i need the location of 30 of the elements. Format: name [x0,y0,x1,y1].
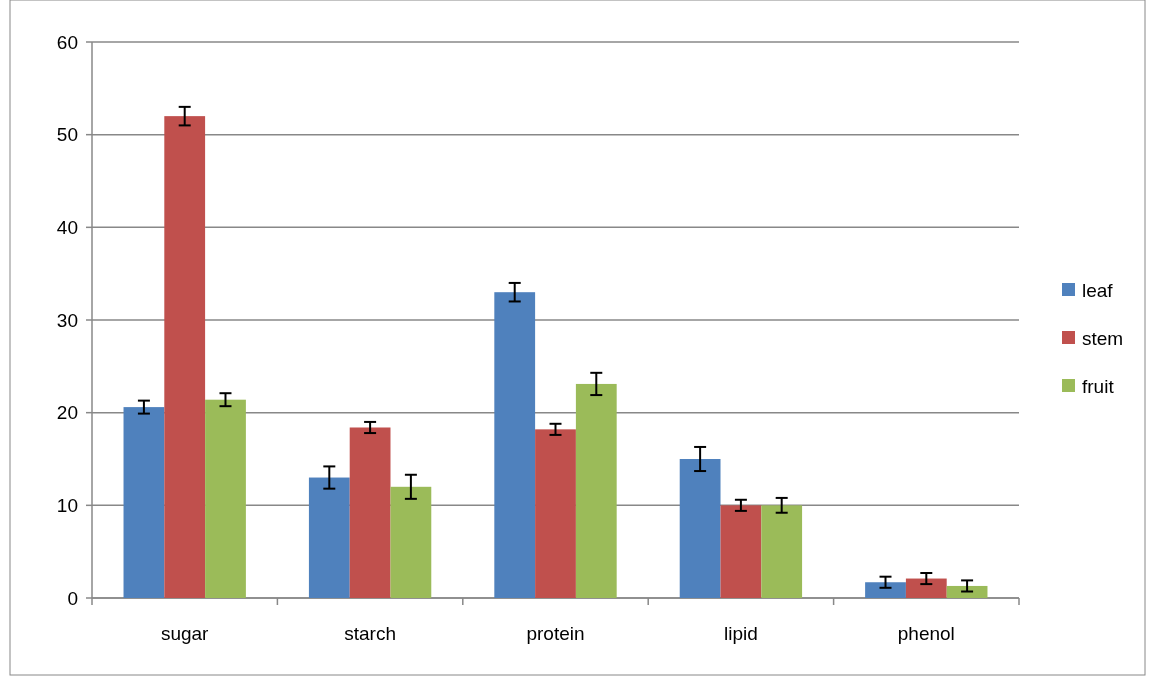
bar [205,399,246,598]
x-tick-label: protein [526,623,585,644]
bar [761,505,803,598]
bar [390,486,432,598]
bar [575,383,617,598]
y-tick-label: 10 [56,494,78,516]
bar [905,578,947,598]
x-tick-label: phenol [897,623,955,644]
x-tick-label: lipid [723,623,758,644]
bar [535,429,576,598]
x-tick-label: starch [344,623,396,644]
x-tick-label: sugar [160,623,210,644]
y-tick-label: 20 [56,402,78,424]
bar [308,477,350,598]
legend-label: stem [1082,327,1124,349]
bar [679,459,721,598]
legend-label: fruit [1082,375,1115,397]
y-tick-label: 30 [56,309,78,331]
y-tick-label: 0 [67,587,78,609]
y-tick-label: 50 [56,124,78,146]
bar [720,505,762,598]
bar [946,585,988,598]
y-tick-label: 40 [56,216,78,238]
bar [349,427,391,598]
legend-label: leaf [1082,279,1114,301]
bar [123,407,165,598]
bar [865,582,906,598]
bar [164,116,206,598]
bar [494,292,536,598]
y-tick-label: 60 [56,31,78,53]
